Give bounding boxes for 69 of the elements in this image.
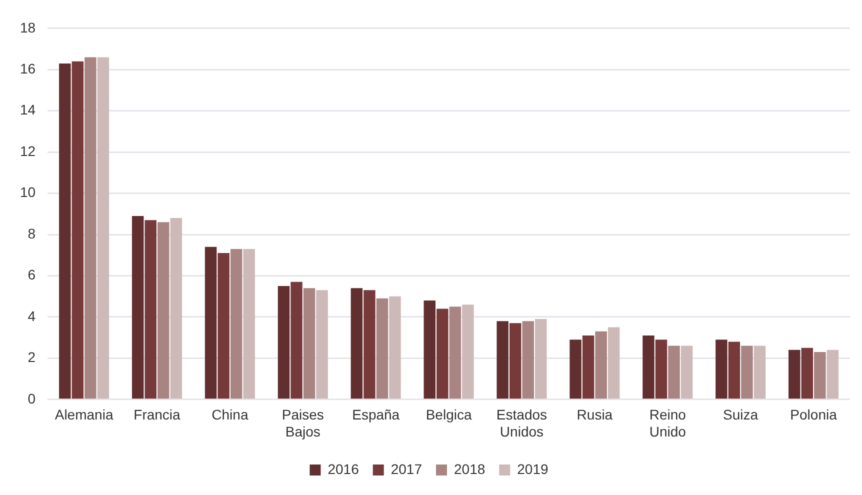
x-tick-label: China [212, 406, 248, 423]
y-tick-label: 8 [28, 225, 36, 242]
bar [462, 304, 474, 399]
y-tick-label: 4 [28, 308, 36, 324]
bar [522, 321, 534, 399]
x-tick-label: Polonia [790, 406, 838, 423]
bar [570, 340, 582, 399]
bar [655, 340, 668, 399]
legend-label: 2016 [328, 460, 360, 477]
bar [826, 350, 839, 399]
bar [680, 346, 693, 399]
bar [436, 308, 448, 399]
x-tick-label: Reino Unido [649, 406, 686, 440]
bar [218, 253, 230, 399]
bar [801, 348, 814, 399]
x-tick-label: Rusia [576, 406, 613, 423]
bar [595, 331, 607, 399]
y-tick-label: 0 [28, 390, 36, 406]
bar [814, 352, 826, 399]
bar [97, 57, 110, 399]
y-tick-label: 14 [20, 102, 36, 118]
bar [509, 323, 522, 399]
bar [424, 300, 436, 399]
bar [132, 216, 144, 399]
legend-label: 2019 [517, 460, 549, 477]
bar [350, 288, 363, 399]
bar [204, 246, 217, 399]
bar [59, 63, 71, 399]
bar [535, 319, 547, 399]
bar [582, 336, 594, 399]
bar [788, 350, 800, 399]
legend-label: 2017 [390, 460, 422, 477]
bar [364, 290, 376, 399]
bar [449, 306, 462, 399]
bar [278, 286, 290, 399]
y-tick-label: 16 [20, 60, 36, 76]
x-tick-label: Estados Unidos [496, 406, 548, 440]
x-tick-label: Belgica [426, 406, 472, 423]
y-tick-label: 10 [20, 184, 36, 200]
bar [230, 248, 242, 399]
x-tick-label: Francia [134, 406, 181, 423]
bar [376, 298, 388, 399]
bar [642, 336, 654, 399]
bar [741, 346, 753, 399]
x-tick-label: Paises Bajos [282, 406, 324, 440]
x-tick-label: Alemania [54, 406, 114, 423]
bar [72, 61, 84, 399]
y-tick-label: 6 [28, 266, 36, 283]
bar [316, 290, 328, 399]
bar [170, 218, 182, 399]
bar [754, 346, 766, 399]
bar [84, 57, 96, 399]
y-tick-label: 2 [28, 349, 36, 366]
bar [728, 342, 740, 399]
bar [668, 346, 680, 399]
bar [496, 321, 508, 399]
bar [608, 327, 620, 399]
bar [290, 282, 302, 399]
bar [243, 248, 255, 399]
x-tick-label: España [352, 406, 400, 423]
bar [389, 296, 401, 399]
y-tick-label: 12 [20, 142, 36, 159]
bar [158, 222, 170, 399]
bar [144, 220, 156, 399]
y-tick-label: 18 [20, 19, 36, 36]
bar [716, 340, 728, 399]
x-tick-label: Suiza [723, 406, 758, 423]
bar [303, 288, 316, 399]
legend-label: 2018 [454, 460, 486, 477]
